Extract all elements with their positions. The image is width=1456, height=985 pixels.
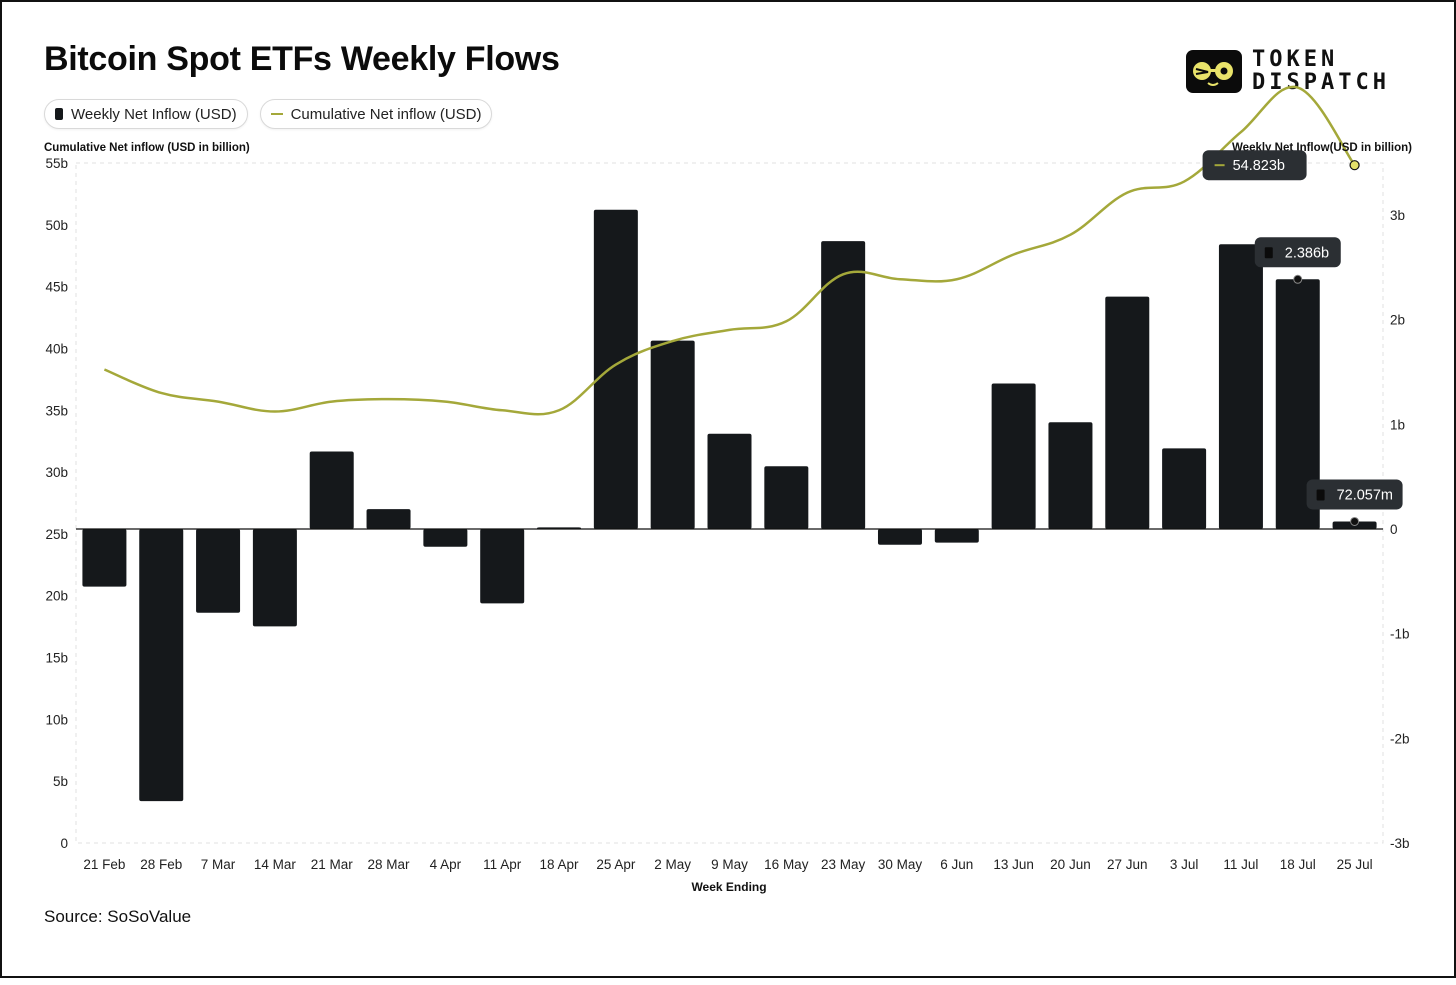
x-tick-label: 7 Mar <box>201 857 236 872</box>
bar-layer <box>76 209 1383 802</box>
weekly-flow-bar <box>196 529 241 613</box>
tooltip-bar-swatch <box>1316 489 1325 501</box>
x-tick-label: 18 Apr <box>540 857 580 872</box>
weekly-flow-bar <box>252 529 297 627</box>
chart-legend: Weekly Net Inflow (USD) Cumulative Net i… <box>44 99 493 129</box>
x-tick-label: 25 Jul <box>1337 857 1373 872</box>
bar-point-marker <box>1293 274 1303 284</box>
x-tick-label: 4 Apr <box>430 857 462 872</box>
x-tick-label: 28 Mar <box>368 857 411 872</box>
weekly-flow-bar <box>480 529 525 604</box>
x-tick-label: 6 Jun <box>940 857 973 872</box>
weekly-flow-bar <box>309 451 354 529</box>
x-tick-label: 3 Jul <box>1170 857 1199 872</box>
x-tick-label: 25 Apr <box>596 857 636 872</box>
x-tick-label: 11 Jul <box>1223 857 1258 872</box>
weekly-flow-bar <box>82 529 127 587</box>
weekly-flow-bar <box>366 509 411 529</box>
left-tick-label: 50b <box>45 218 68 233</box>
line-layer <box>103 85 1356 416</box>
x-tick-label: 9 May <box>711 857 748 872</box>
tooltip-box <box>1254 237 1341 268</box>
weekly-flow-bar <box>991 383 1036 529</box>
weekly-flow-bar <box>650 340 695 529</box>
left-tick-label: 0 <box>60 836 68 851</box>
x-tick-label: 16 May <box>764 857 809 872</box>
x-tick-label: 21 Feb <box>83 857 125 872</box>
legend-item-cumulative[interactable]: Cumulative Net inflow (USD) <box>259 99 493 129</box>
logo-line-1: TOKEN <box>1252 47 1339 72</box>
line-point-marker <box>1349 160 1360 171</box>
weekly-flow-bar <box>934 529 979 543</box>
line-swatch-icon <box>270 113 283 115</box>
x-tick-label: 20 Jun <box>1050 857 1091 872</box>
x-tick-label: 30 May <box>878 857 923 872</box>
cumulative-line <box>103 85 1356 416</box>
right-tick-label: -2b <box>1390 731 1410 746</box>
weekly-flow-bar <box>1275 279 1320 529</box>
weekly-flow-bar <box>821 241 866 529</box>
weekly-flow-bar <box>593 209 638 529</box>
left-tick-label: 25b <box>45 527 68 542</box>
weekly-flow-bar <box>139 529 184 802</box>
right-tick-label: 3b <box>1390 208 1405 223</box>
weekly-flow-bar <box>707 433 752 529</box>
weekly-flow-bar <box>1048 422 1093 529</box>
x-tick-label: 28 Feb <box>140 857 182 872</box>
tooltip-box <box>1306 479 1403 510</box>
right-tick-label: -1b <box>1390 627 1410 642</box>
axis-layer: Cumulative Net inflow (USD in billion) W… <box>44 142 1412 894</box>
left-tick-label: 30b <box>45 465 68 480</box>
tooltip-layer: 54.823b 2.386b 72.057m <box>1202 150 1403 526</box>
left-tick-label: 45b <box>45 280 68 295</box>
weekly-flow-bar <box>1105 296 1150 529</box>
legend-item-weekly[interactable]: Weekly Net Inflow (USD) <box>44 99 248 129</box>
plot-area-border <box>75 162 1384 844</box>
tooltip-value: 2.386b <box>1285 245 1329 261</box>
weekly-flow-bar <box>764 466 809 529</box>
tooltip-value: 72.057m <box>1337 487 1393 503</box>
bar-swatch-icon <box>55 108 63 120</box>
x-tick-label: 2 May <box>654 857 691 872</box>
left-tick-label: 40b <box>45 341 68 356</box>
chart-title: Bitcoin Spot ETFs Weekly Flows <box>44 40 560 78</box>
weekly-flow-bar <box>877 529 922 545</box>
x-tick-label: 14 Mar <box>254 857 297 872</box>
x-tick-label: 11 Apr <box>483 857 522 872</box>
left-tick-label: 35b <box>45 403 68 418</box>
weekly-flow-bar <box>1162 448 1207 529</box>
x-tick-label: 27 Jun <box>1107 857 1148 872</box>
x-tick-label: 13 Jun <box>993 857 1034 872</box>
x-tick-label: 23 May <box>821 857 866 872</box>
grid-layer: 55b 50b 45b 40b 35b 30b 25b 20b 15b 10b 5b 0 3b 2b 1b 0… <box>45 156 1409 872</box>
x-tick-label: 21 Mar <box>311 857 354 872</box>
right-tick-label: 0 <box>1390 522 1398 537</box>
weekly-flow-bar <box>423 529 468 547</box>
left-tick-label: 55b <box>45 156 68 171</box>
legend-cumulative-label: Cumulative Net inflow (USD) <box>290 105 482 123</box>
left-tick-label: 20b <box>45 589 68 604</box>
source-note: Source: SoSoValue <box>44 907 192 926</box>
tooltip-bar-swatch <box>1264 247 1273 259</box>
right-tick-label: -3b <box>1390 836 1410 851</box>
weekly-flow-bar <box>1218 244 1263 529</box>
right-tick-label: 1b <box>1390 417 1405 432</box>
x-tick-label: 18 Jul <box>1280 857 1316 872</box>
left-axis-title: Cumulative Net inflow (USD in billion) <box>44 142 250 154</box>
left-tick-label: 10b <box>45 712 68 727</box>
left-tick-label: 5b <box>53 774 68 789</box>
bar-point-marker <box>1350 516 1360 526</box>
tooltip-box <box>1202 150 1307 181</box>
logo-glasses-icon <box>1186 49 1242 93</box>
legend-weekly-label: Weekly Net Inflow (USD) <box>71 105 237 123</box>
tooltip-value: 54.823b <box>1233 158 1285 174</box>
left-tick-label: 15b <box>45 651 68 666</box>
right-tick-label: 2b <box>1390 313 1405 328</box>
x-axis-title: Week Ending <box>691 880 766 894</box>
